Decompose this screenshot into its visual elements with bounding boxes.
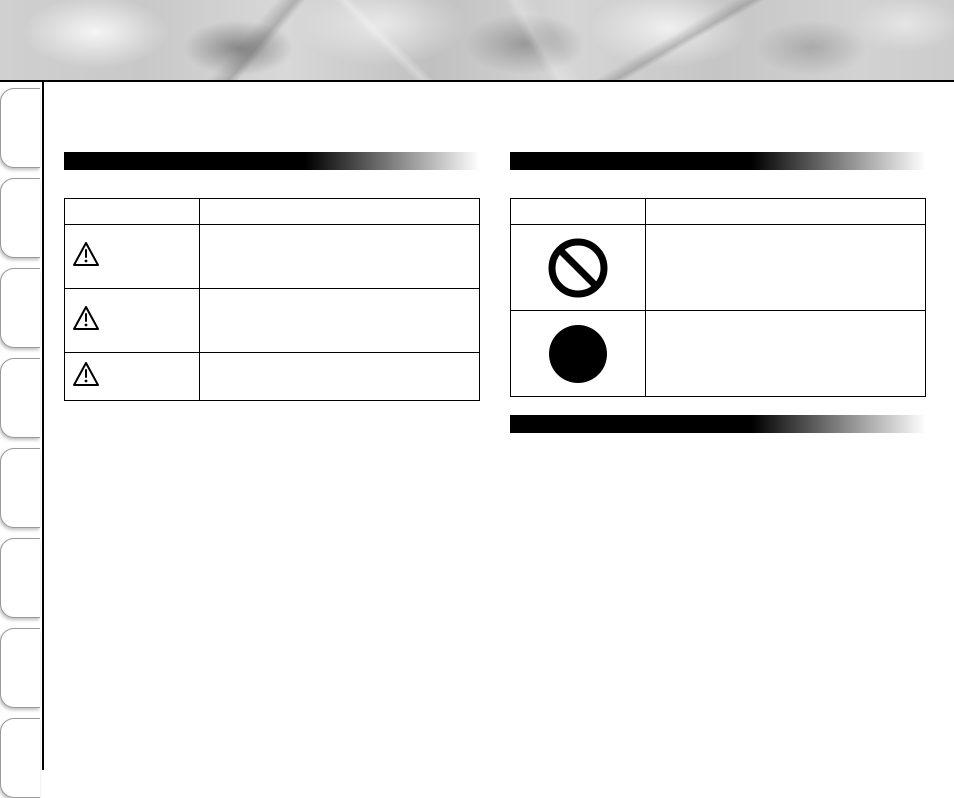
table-row xyxy=(511,311,926,397)
meaning-cell xyxy=(200,225,480,289)
left-column xyxy=(64,152,480,750)
symbol-cell xyxy=(511,311,646,397)
side-tab-1[interactable] xyxy=(0,178,40,258)
table-header-row xyxy=(65,199,480,225)
warning-triangle-icon xyxy=(73,242,99,266)
table-row xyxy=(65,353,480,401)
meaning-cell xyxy=(646,311,926,397)
table-row xyxy=(65,289,480,353)
side-tab-0[interactable] xyxy=(0,88,40,168)
page-content xyxy=(44,82,954,770)
symbol-meaning-table xyxy=(510,198,926,397)
warning-triangle-icon xyxy=(73,362,99,386)
symbol-cell xyxy=(65,225,200,289)
side-tab-5[interactable] xyxy=(0,538,40,618)
table-row xyxy=(511,225,926,311)
warning-levels-table xyxy=(64,198,480,401)
side-tab-6[interactable] xyxy=(0,628,40,708)
col-header-symbol xyxy=(511,199,646,225)
meaning-cell xyxy=(646,225,926,311)
col-header-meaning xyxy=(200,199,480,225)
main-area xyxy=(0,82,954,770)
table-row xyxy=(65,225,480,289)
side-tab-2[interactable] xyxy=(0,268,40,348)
symbol-cell xyxy=(65,289,200,353)
mandatory-action-icon xyxy=(519,323,637,385)
meaning-cell xyxy=(200,289,480,353)
side-tab-strip xyxy=(0,82,42,770)
side-tab-7[interactable] xyxy=(0,718,40,798)
warning-triangle-icon xyxy=(73,306,99,330)
right-section-bar-top xyxy=(510,152,926,170)
right-section-bar-bottom xyxy=(510,415,926,433)
symbol-cell xyxy=(65,353,200,401)
side-tab-4[interactable] xyxy=(0,448,40,528)
prohibition-icon xyxy=(519,237,637,299)
marble-header-banner xyxy=(0,0,954,80)
right-column xyxy=(510,152,926,750)
table-header-row xyxy=(511,199,926,225)
col-header-meaning xyxy=(646,199,926,225)
side-tab-3[interactable] xyxy=(0,358,40,438)
left-section-bar xyxy=(64,152,480,170)
meaning-cell xyxy=(200,353,480,401)
col-header-symbol xyxy=(65,199,200,225)
symbol-cell xyxy=(511,225,646,311)
